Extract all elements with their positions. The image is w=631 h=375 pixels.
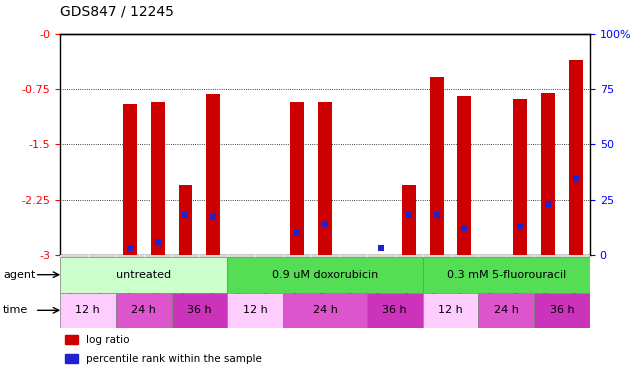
Bar — [478, 292, 534, 328]
Bar — [402, 185, 416, 255]
Text: 36 h: 36 h — [382, 305, 407, 315]
Text: GSM11709: GSM11709 — [69, 260, 78, 309]
Text: 12 h: 12 h — [438, 305, 463, 315]
Bar — [65, 335, 78, 344]
Text: 0.9 uM doxorubicin: 0.9 uM doxorubicin — [272, 270, 378, 280]
Bar — [423, 292, 478, 328]
Text: 36 h: 36 h — [550, 305, 574, 315]
Bar — [65, 354, 78, 363]
Bar — [179, 185, 192, 255]
Text: GSM11713: GSM11713 — [544, 260, 553, 309]
Bar — [122, 104, 137, 255]
Text: 24 h: 24 h — [312, 305, 338, 315]
Bar — [541, 93, 555, 255]
Text: GSM11689: GSM11689 — [376, 260, 386, 309]
Bar — [430, 76, 444, 255]
Text: time: time — [3, 305, 28, 315]
Text: GSM11693: GSM11693 — [264, 260, 274, 309]
Bar — [206, 94, 220, 255]
Text: log ratio: log ratio — [86, 335, 130, 345]
Text: GSM11730: GSM11730 — [516, 260, 525, 309]
Text: GSM11728: GSM11728 — [572, 260, 581, 309]
Text: 24 h: 24 h — [494, 305, 519, 315]
Text: percentile rank within the sample: percentile rank within the sample — [86, 354, 262, 364]
Text: 12 h: 12 h — [243, 305, 268, 315]
Bar — [115, 292, 172, 328]
Text: 36 h: 36 h — [187, 305, 212, 315]
Bar — [227, 292, 283, 328]
Text: GSM11838: GSM11838 — [321, 260, 329, 309]
Text: untreated: untreated — [116, 270, 171, 280]
Text: GSM11837: GSM11837 — [153, 260, 162, 309]
Text: GSM11704: GSM11704 — [404, 260, 413, 309]
Bar — [151, 102, 165, 255]
Bar — [172, 292, 227, 328]
Bar — [290, 102, 304, 255]
Bar — [60, 257, 227, 292]
Text: GSM11681: GSM11681 — [348, 260, 357, 309]
Bar — [534, 292, 590, 328]
Text: GDS847 / 12245: GDS847 / 12245 — [60, 5, 174, 19]
Text: 0.3 mM 5-fluorouracil: 0.3 mM 5-fluorouracil — [447, 270, 566, 280]
Text: GSM11703: GSM11703 — [432, 260, 441, 309]
Bar — [367, 292, 423, 328]
Text: GSM11720: GSM11720 — [97, 260, 106, 309]
Bar — [513, 99, 528, 255]
Bar — [283, 292, 367, 328]
Bar — [60, 292, 115, 328]
Bar — [457, 96, 471, 255]
Text: GSM11705: GSM11705 — [460, 260, 469, 309]
Bar — [423, 257, 590, 292]
Bar — [318, 102, 332, 255]
Text: 12 h: 12 h — [76, 305, 100, 315]
Text: GSM11727: GSM11727 — [293, 260, 302, 309]
Text: GSM11722: GSM11722 — [488, 260, 497, 309]
Text: GSM11726: GSM11726 — [125, 260, 134, 309]
Text: 24 h: 24 h — [131, 305, 156, 315]
Text: GSM11864: GSM11864 — [209, 260, 218, 309]
Bar — [569, 60, 583, 255]
Text: GSM11725: GSM11725 — [181, 260, 190, 309]
Text: agent: agent — [3, 270, 35, 280]
Bar — [227, 257, 423, 292]
Text: GSM11687: GSM11687 — [237, 260, 245, 309]
